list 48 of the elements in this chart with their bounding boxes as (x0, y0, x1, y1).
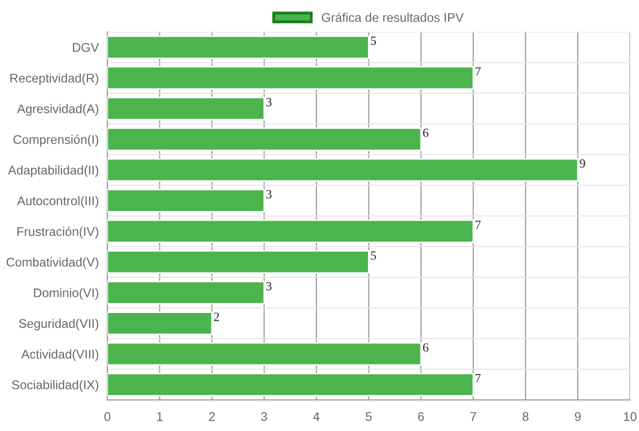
data-label: 3 (266, 282, 272, 290)
y-tick-label: Autocontrol(III) (17, 196, 98, 208)
x-tick-label: 7 (470, 412, 476, 421)
x-tick-label: 0 (104, 412, 110, 421)
data-label: 5 (371, 36, 376, 45)
data-label: 7 (476, 220, 481, 229)
data-label: 2 (214, 312, 220, 321)
data-label: 7 (476, 67, 481, 76)
bar (107, 158, 578, 182)
bar (107, 35, 370, 59)
bar (107, 128, 422, 151)
bar (107, 66, 474, 90)
y-tick-label: Adaptabilidad(II) (8, 165, 98, 178)
x-tick-label: 2 (209, 412, 215, 421)
x-tick-label: 9 (574, 412, 581, 421)
y-tick-label: Seguridad(VII) (18, 318, 98, 330)
data-label: 9 (580, 159, 586, 168)
x-tick-label: 5 (366, 412, 372, 421)
data-label: 6 (423, 343, 428, 352)
x-tick-label: 4 (313, 412, 320, 421)
y-tick-label: Actividad(VIII) (21, 349, 98, 362)
y-tick-label: Frustración(IV) (17, 226, 98, 238)
bar (107, 312, 213, 336)
data-label: 3 (266, 98, 272, 106)
data-label: 3 (266, 190, 272, 198)
bar (107, 280, 265, 304)
x-tick-label: 3 (261, 412, 268, 421)
bar (107, 220, 474, 244)
legend-label: Gráfica de resultados IPV (322, 12, 464, 22)
y-tick-label: Agresividad(A) (17, 104, 98, 116)
bar (107, 96, 265, 120)
x-tick-label: 6 (418, 412, 424, 421)
y-tick-label: Sociabilidad(IX) (12, 380, 98, 392)
y-tick-label: Dominio(VI) (34, 288, 98, 300)
x-tick-label: 8 (522, 412, 528, 421)
y-tick-label: Receptividad(R) (10, 73, 98, 86)
x-tick-label: 1 (157, 412, 162, 421)
data-label: 6 (423, 128, 428, 138)
x-tick-label: 10 (624, 412, 637, 421)
bar (107, 250, 370, 274)
y-tick-label: Combatividad(V) (6, 257, 98, 270)
bar (107, 342, 422, 366)
data-label: 7 (476, 374, 481, 382)
bar (107, 372, 474, 396)
bar (107, 188, 265, 212)
y-tick-label: Comprensión(I) (14, 134, 98, 146)
y-tick-label: DGV (72, 43, 99, 52)
data-label: 5 (371, 251, 376, 260)
